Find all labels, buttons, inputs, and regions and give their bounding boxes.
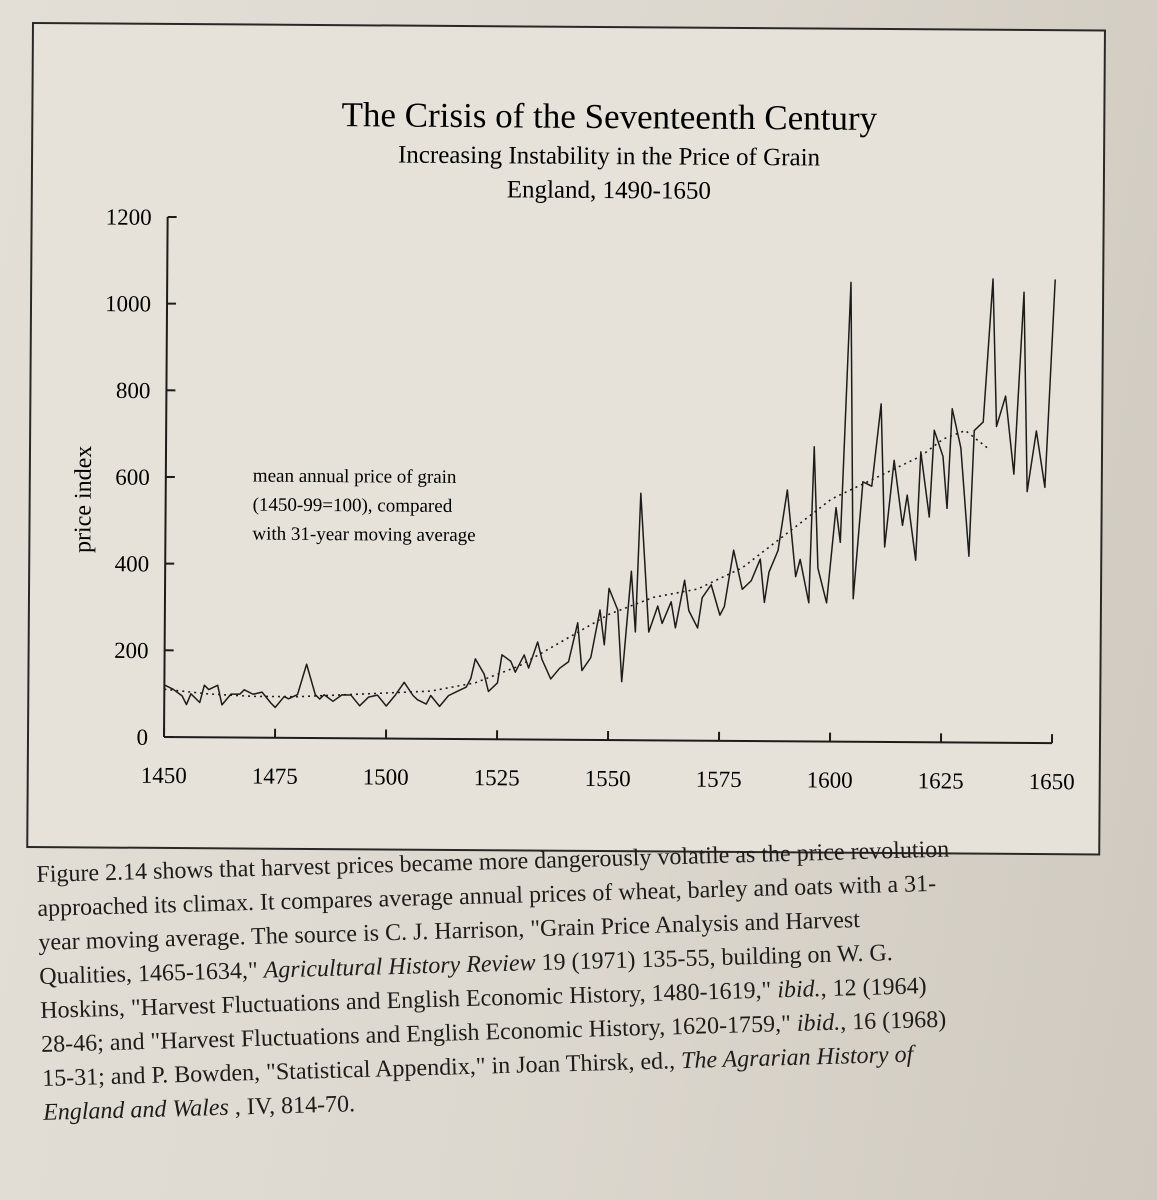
y-tick-label: 600 [115,465,150,490]
chart-subtitle-line-2: England, 1490-1650 [507,176,711,204]
y-tick-label: 200 [114,638,149,663]
x-tick-label: 1625 [918,768,964,793]
annotation-line-2: (1450-99=100), compared [253,495,453,517]
x-tick-label: 1450 [141,763,187,788]
caption-text: , IV, 814-70. [228,1091,356,1121]
y-tick-label: 1000 [105,291,151,316]
caption-text: Qualities, 1465-1634," [38,957,265,990]
x-tick-label: 1525 [474,765,520,790]
moving-average-line [164,429,988,698]
chart-series-layer [164,278,1056,709]
annotation-line-3: with 31-year moving average [252,524,475,547]
y-tick-label: 400 [115,551,150,576]
chart-subtitle-line-1: Increasing Instability in the Price of G… [398,142,821,172]
x-tick-label: 1475 [252,764,298,789]
caption-text: , 12 (1964) [820,973,927,1003]
caption-italic-text: Agricultural History Review [263,950,536,984]
x-tick-label: 1500 [363,764,409,789]
x-tick-label: 1550 [585,766,631,791]
y-tick-label: 0 [136,725,148,750]
y-tick-label: 800 [116,378,151,403]
chart-title: The Crisis of the Seventeenth Century [341,95,877,138]
figure-frame: The Crisis of the Seventeenth Century In… [26,22,1106,856]
caption-italic-text: ibid. [796,1009,841,1037]
caption-italic-text: England and Wales [42,1094,230,1126]
y-tick-label: 1200 [106,205,152,230]
x-tick-label: 1650 [1029,769,1075,794]
figure-caption: Figure 2.14 shows that harvest prices be… [36,828,1133,1130]
annual-price-line [164,278,1056,709]
y-axis-label: price index [70,446,97,553]
caption-italic-text: The Agrarian History of [680,1041,914,1075]
x-tick-label: 1600 [807,767,853,792]
caption-text: , 16 (1968) [839,1006,947,1036]
price-chart: The Crisis of the Seventeenth Century In… [70,95,1075,795]
chart-axes: 0 200 400 600 800 1000 1200 1450 1475 1500 1525 155… [105,205,1075,795]
x-tick-label: 1575 [696,767,742,792]
annotation-line-1: mean annual price of grain [253,466,457,488]
caption-italic-text: ibid. [776,976,821,1004]
